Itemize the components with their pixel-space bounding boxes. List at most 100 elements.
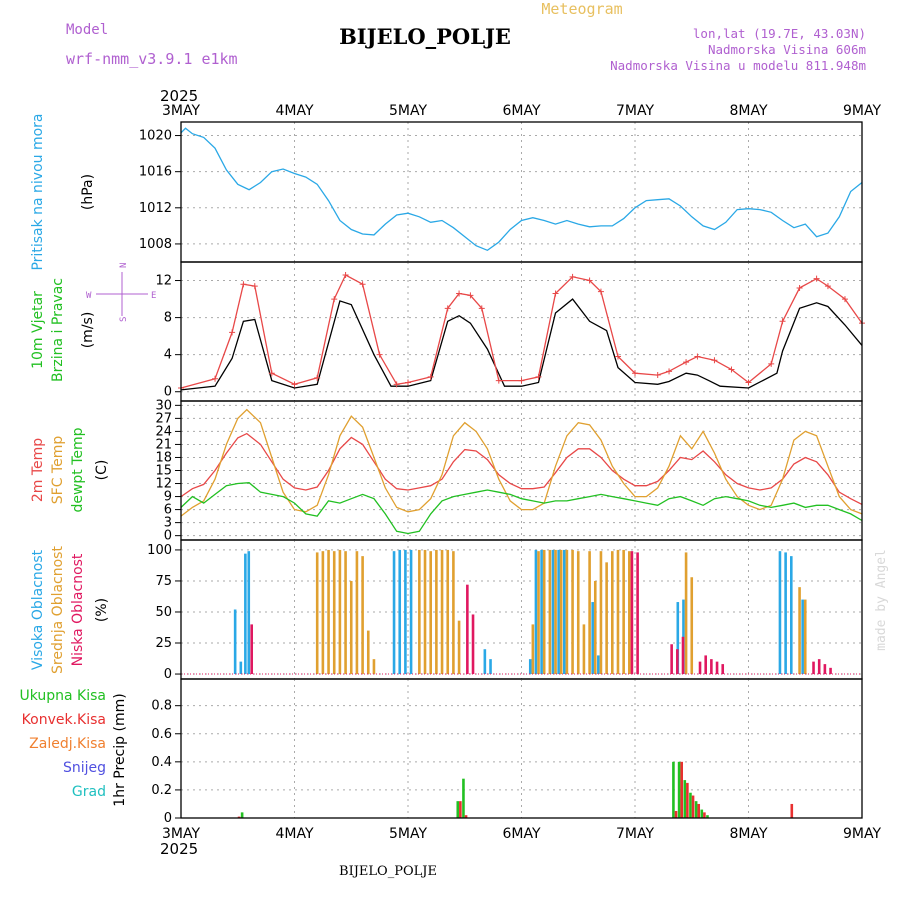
y-tick-label: 12 [155, 274, 172, 289]
precip-legend-item: Ukupna Kisa [19, 688, 106, 704]
bar-cloud_mid [599, 551, 603, 675]
y-tick-label: 3 [164, 516, 172, 531]
bar-cloud_mid [684, 552, 688, 675]
bar-cloud_high [398, 549, 402, 675]
compass-w: W [86, 291, 92, 301]
time-label-top: 6MAY [502, 103, 540, 119]
bar-cloud_high [801, 599, 804, 675]
bar-cloud_low [466, 584, 469, 675]
gust-marker [467, 292, 474, 299]
panel-frame [180, 539, 863, 680]
y-tick-label: 75 [155, 574, 172, 589]
bar-cloud_low [471, 614, 475, 675]
time-label-bottom: 8MAY [729, 826, 767, 842]
gust-marker [632, 370, 638, 377]
gust-marker [240, 281, 247, 288]
gust-marker [456, 290, 463, 297]
bar-precip_total [683, 780, 687, 818]
gust-marker [268, 370, 275, 377]
gust-marker [824, 283, 831, 290]
bar-precip_conv [237, 816, 241, 818]
bar-precip_conv [686, 782, 689, 818]
elevation-text: Nadmorska Visina 606m [708, 42, 866, 57]
bar-cloud_mid [554, 549, 557, 675]
bar-cloud_mid [344, 551, 347, 675]
bar-cloud_mid [446, 549, 450, 675]
y-tick-label: 8 [164, 311, 172, 326]
y-axis-unit: (m/s) [80, 312, 96, 349]
panel-frame [180, 678, 863, 819]
time-axis-labels: 3MAY 3MAY 4MAY 4MAY 5MAY 5MAY 6MAY 6MAY 7MAY 7MAY… [162, 103, 881, 842]
bar-cloud_low [681, 636, 685, 675]
bar-cloud_high [528, 659, 532, 675]
gust-marker [597, 288, 604, 295]
gust-marker [212, 375, 219, 382]
bar-cloud_mid [542, 549, 546, 675]
y-axis-label: Niska Oblacnost [70, 553, 86, 666]
panel-precipitation: 0 0.2 0.4 0.6 0.8 Ukupna Kisa Konvek.Kisa Zaled… [19, 678, 863, 826]
year-label-top: 2025 [160, 87, 198, 105]
bar-cloud_mid [690, 577, 694, 675]
gust-marker [728, 366, 735, 373]
y-axis-unit: (%) [94, 598, 110, 622]
precip-legend-item: Snijeg [63, 760, 106, 776]
bar-precip_total [706, 815, 709, 818]
time-label-bottom: 5MAY [389, 826, 427, 842]
bar-cloud_mid [338, 549, 342, 675]
gust-marker [813, 275, 820, 282]
gust-marker [666, 368, 673, 375]
bar-cloud_mid [452, 551, 455, 675]
gust-marker [495, 377, 502, 384]
bar-precip_total [240, 812, 244, 818]
compass-n: N [119, 263, 129, 268]
time-label-bottom: 3MAY [162, 826, 200, 842]
bar-precip_conv [691, 795, 695, 818]
y-tick-label: 24 [155, 424, 172, 439]
gust-marker [614, 353, 621, 360]
y-tick-label: 1020 [139, 129, 172, 144]
bar-cloud_high [483, 649, 487, 675]
bar-cloud_high [239, 661, 243, 675]
bar-precip_conv [464, 815, 468, 818]
y-axis-unit: (C) [94, 460, 110, 481]
bar-precip_total [456, 801, 460, 818]
time-label-top: 4MAY [275, 103, 313, 119]
gust-marker [779, 318, 786, 325]
series-temp_sfc [180, 408, 863, 517]
gust-marker [229, 329, 236, 336]
panel-frame [180, 121, 863, 263]
y-axis-unit: 1hr Precip (mm) [112, 693, 128, 806]
bar-cloud_low [698, 661, 702, 675]
bar-cloud_high [778, 551, 782, 675]
footer-station: BIJELO_POLJE [339, 864, 437, 879]
time-label-top: 3MAY [162, 103, 200, 119]
bar-cloud_mid [798, 587, 801, 675]
gust-marker [314, 374, 321, 381]
y-tick-label: 12 [155, 477, 172, 492]
bar-cloud_low [630, 551, 634, 675]
y-tick-label: 100 [147, 543, 172, 558]
bar-cloud_low [704, 655, 707, 675]
bar-cloud_low [715, 661, 719, 675]
y-axis-label: dewpt Temp [70, 427, 86, 512]
bar-cloud_high [404, 549, 407, 675]
y-tick-label: 18 [155, 450, 172, 465]
bar-cloud_mid [332, 551, 336, 675]
compass-s: S [119, 317, 129, 322]
series-dewpoint [180, 482, 863, 535]
panel-wind: 0 4 8 12 10m Vjetar Brzina i Pravac (m/s) [30, 261, 865, 402]
y-tick-label: 0.8 [151, 699, 172, 714]
bar-cloud_high [489, 659, 492, 675]
y-tick-label: 0.6 [151, 727, 172, 742]
gust-marker [331, 296, 338, 303]
time-label-top: 7MAY [616, 103, 654, 119]
meteogram-label: Meteogram [541, 0, 622, 18]
y-tick-label: 25 [155, 636, 172, 651]
year-label-bottom: 2025 [160, 840, 198, 858]
bar-cloud_high [591, 602, 594, 675]
gust-marker [654, 372, 661, 379]
gust-marker [376, 351, 383, 358]
panel-clouds: 0 25 50 75 100 Visoka Oblacnost Srednja Oblacn… [30, 539, 863, 682]
